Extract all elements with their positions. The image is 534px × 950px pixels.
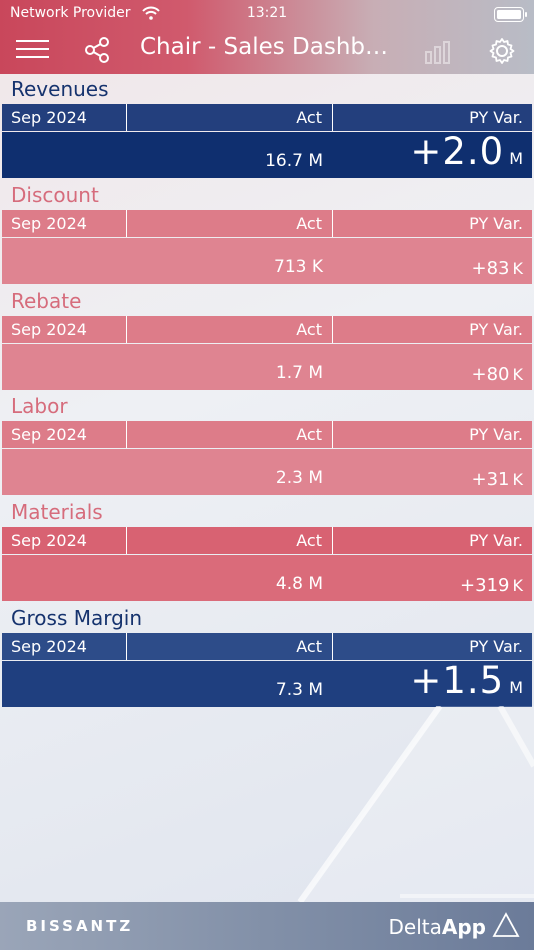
kpi-values: 16.7 M +2.0 M (2, 130, 532, 178)
kpi-var-label: PY Var. (469, 636, 523, 656)
kpi-values: 4.8 M +319 K (2, 555, 532, 602)
kpi-var-value: +80 K (471, 363, 524, 385)
hamburger-menu-icon[interactable] (16, 40, 49, 60)
kpi-act-value: 713 K (274, 256, 323, 277)
delta-triangle-icon (492, 912, 520, 937)
nav-bar: Chair - Sales Dashbo… (0, 30, 534, 70)
kpi-title: Labor (11, 394, 68, 419)
kpi-var-value: +319 K (460, 575, 523, 597)
battery-icon (494, 7, 527, 22)
kpi-act-value: 7.3 M (275, 679, 323, 700)
kpi-period: Sep 2024 (2, 104, 127, 131)
kpi-rebate[interactable]: Rebate Sep 2024 Act PY Var. 1.7 M +80 K (0, 286, 534, 392)
kpi-title: Gross Margin (11, 605, 143, 630)
kpi-gross-margin[interactable]: Gross Margin Sep 2024 Act PY Var. 7.3 M … (0, 603, 534, 709)
kpi-list: Revenues Sep 2024 Act PY Var. 16.7 M +2.… (0, 74, 534, 709)
kpi-act-value: 2.3 M (275, 468, 323, 489)
kpi-var-label: PY Var. (469, 425, 523, 445)
page-title: Chair - Sales Dashbo… (140, 34, 400, 60)
kpi-var-label: PY Var. (469, 213, 523, 233)
kpi-title: Materials (11, 500, 103, 525)
app-logo: DeltaApp (388, 915, 486, 939)
kpi-header: Sep 2024 Act PY Var. (2, 104, 532, 131)
kpi-var-label: PY Var. (469, 531, 523, 551)
kpi-revenues[interactable]: Revenues Sep 2024 Act PY Var. 16.7 M +2.… (0, 74, 534, 180)
share-icon[interactable] (84, 36, 110, 64)
kpi-header: Sep 2024 Act PY Var. (2, 527, 532, 555)
kpi-materials[interactable]: Materials Sep 2024 Act PY Var. 4.8 M +31… (0, 497, 534, 603)
kpi-labor[interactable]: Labor Sep 2024 Act PY Var. 2.3 M +31 K (0, 391, 534, 497)
kpi-header: Sep 2024 Act PY Var. (2, 632, 532, 660)
kpi-period: Sep 2024 (2, 315, 127, 343)
kpi-header: Sep 2024 Act PY Var. (2, 315, 532, 343)
kpi-values: 1.7 M +80 K (2, 343, 532, 390)
kpi-title: Rebate (11, 288, 82, 313)
kpi-var-value: +31 K (471, 469, 524, 491)
kpi-var-value: +83 K (471, 257, 524, 279)
kpi-values: 713 K +83 K (2, 237, 532, 284)
brand-logo: BISSANTZ (26, 917, 134, 935)
kpi-var-value: +1.5 M (410, 658, 523, 702)
kpi-header: Sep 2024 Act PY Var. (2, 209, 532, 237)
kpi-values: 7.3 M +1.5 M (2, 658, 532, 707)
kpi-act-value: 1.7 M (275, 362, 323, 383)
kpi-var-label: PY Var. (469, 108, 523, 127)
kpi-act-label: Act (127, 315, 333, 343)
kpi-act-label: Act (127, 527, 333, 555)
background-decoration (297, 706, 534, 902)
kpi-act-value: 4.8 M (275, 574, 323, 595)
gear-icon[interactable] (488, 37, 516, 65)
kpi-values: 2.3 M +31 K (2, 449, 532, 496)
kpi-discount[interactable]: Discount Sep 2024 Act PY Var. 713 K +83 K (0, 180, 534, 286)
kpi-var-label: PY Var. (469, 319, 523, 339)
status-bar: Network Provider 13:21 (0, 5, 534, 23)
kpi-title: Revenues (11, 77, 109, 101)
kpi-var-value: +2.0 M (410, 130, 523, 173)
bar-chart-icon[interactable] (424, 40, 452, 64)
status-time: 13:21 (246, 5, 288, 21)
kpi-act-label: Act (127, 104, 333, 131)
kpi-title: Discount (11, 182, 99, 207)
top-bar: Network Provider 13:21 Chair - Sales Das… (0, 0, 534, 74)
footer-bar: BISSANTZ DeltaApp (0, 902, 534, 950)
kpi-period: Sep 2024 (2, 632, 127, 660)
carrier-label: Network Provider (10, 5, 131, 21)
kpi-period: Sep 2024 (2, 527, 127, 555)
kpi-period: Sep 2024 (2, 421, 127, 449)
kpi-header: Sep 2024 Act PY Var. (2, 421, 532, 449)
kpi-act-label: Act (127, 421, 333, 449)
wifi-icon (142, 6, 160, 20)
kpi-act-label: Act (127, 632, 333, 660)
kpi-act-value: 16.7 M (265, 151, 323, 171)
kpi-period: Sep 2024 (2, 209, 127, 237)
kpi-act-label: Act (127, 209, 333, 237)
